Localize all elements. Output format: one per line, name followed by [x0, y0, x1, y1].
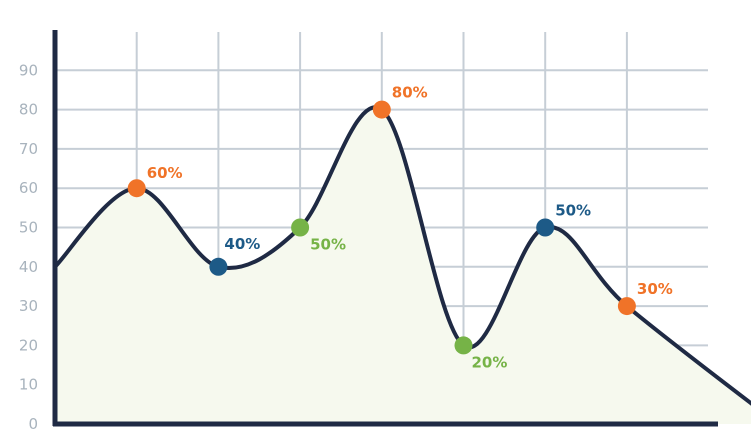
- data-point-6: [536, 218, 555, 237]
- y-axis-ticks: 0 10 20 30 40 50 60 70 80 90: [19, 61, 38, 433]
- data-labels: 60% 40% 50% 80% 20% 50% 30%: [147, 84, 673, 372]
- y-tick-label: 30: [19, 297, 38, 315]
- data-label-7: 30%: [637, 280, 673, 298]
- series-line: [53, 105, 751, 406]
- y-tick-label: 50: [19, 219, 38, 237]
- y-tick-label: 10: [19, 376, 38, 394]
- data-point-7: [617, 297, 636, 316]
- data-point-5: [454, 336, 473, 355]
- data-points: [127, 100, 636, 355]
- axes: [52, 30, 718, 427]
- data-label-1: 60%: [147, 164, 183, 182]
- data-label-6: 50%: [555, 202, 591, 220]
- y-tick-label: 70: [19, 140, 38, 158]
- y-tick-label: 20: [19, 336, 38, 354]
- area-fill: [55, 107, 751, 424]
- data-label-5: 20%: [472, 353, 508, 371]
- data-point-2: [209, 257, 228, 276]
- data-label-4: 80%: [392, 84, 428, 102]
- data-label-2: 40%: [224, 235, 260, 253]
- data-point-1: [127, 179, 146, 198]
- y-tick-label: 90: [19, 61, 38, 79]
- data-label-3: 50%: [310, 236, 346, 254]
- y-tick-label: 40: [19, 258, 38, 276]
- data-point-4: [372, 100, 391, 119]
- y-tick-label: 80: [19, 101, 38, 119]
- y-tick-label: 60: [19, 179, 38, 197]
- y-tick-label: 0: [28, 415, 38, 433]
- data-point-3: [291, 218, 310, 237]
